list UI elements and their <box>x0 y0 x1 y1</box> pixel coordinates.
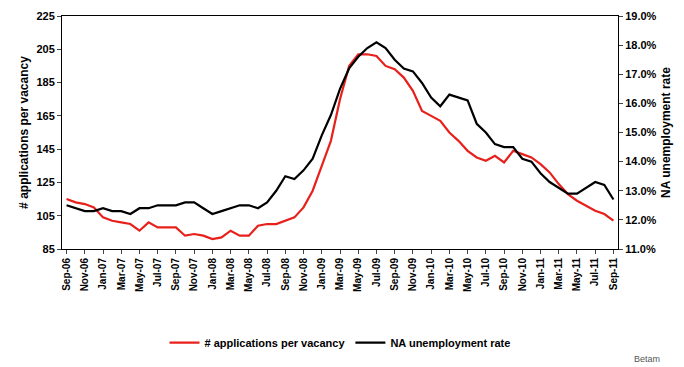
svg-text:165: 165 <box>36 110 54 122</box>
svg-text:Mar-10: Mar-10 <box>444 258 455 291</box>
svg-text:18.0%: 18.0% <box>625 39 656 51</box>
svg-text:Nov-08: Nov-08 <box>298 258 309 292</box>
svg-text:Sep-09: Sep-09 <box>389 258 400 291</box>
svg-text:Mar-07: Mar-07 <box>116 258 127 291</box>
svg-text:May-11: May-11 <box>571 258 582 292</box>
svg-text:14.0%: 14.0% <box>625 155 656 167</box>
svg-text:Jan-07: Jan-07 <box>97 258 108 290</box>
svg-text:Nov-09: Nov-09 <box>407 258 418 292</box>
svg-text:Nov-10: Nov-10 <box>517 258 528 292</box>
svg-text:Sep-08: Sep-08 <box>280 258 291 291</box>
svg-text:185: 185 <box>36 76 54 88</box>
svg-text:Sep-11: Sep-11 <box>608 258 619 291</box>
svg-text:# applications per vacancy: # applications per vacancy <box>17 56 31 209</box>
svg-text:11.0%: 11.0% <box>625 243 656 255</box>
svg-text:Jul-10: Jul-10 <box>480 258 491 287</box>
svg-text:Sep-10: Sep-10 <box>498 258 509 291</box>
svg-text:125: 125 <box>36 176 54 188</box>
svg-text:Jan-09: Jan-09 <box>316 258 327 290</box>
svg-text:Jul-11: Jul-11 <box>589 258 600 287</box>
svg-text:13.0%: 13.0% <box>625 185 656 197</box>
svg-text:12.0%: 12.0% <box>625 214 656 226</box>
svg-text:May-08: May-08 <box>243 258 254 292</box>
svg-text:Nov-06: Nov-06 <box>79 258 90 292</box>
svg-text:Jan-10: Jan-10 <box>425 258 436 290</box>
svg-text:Mar-09: Mar-09 <box>334 258 345 291</box>
svg-text:Mar-11: Mar-11 <box>553 258 564 290</box>
svg-text:Sep-06: Sep-06 <box>61 258 72 291</box>
svg-text:205: 205 <box>36 43 54 55</box>
svg-text:May-07: May-07 <box>134 258 145 292</box>
svg-text:NA unemployment rate: NA unemployment rate <box>390 337 510 349</box>
svg-text:16.0%: 16.0% <box>625 97 656 109</box>
svg-text:May-10: May-10 <box>462 258 473 292</box>
svg-text:May-09: May-09 <box>352 258 363 292</box>
svg-text:145: 145 <box>36 143 54 155</box>
svg-text:# applications per vacancy: # applications per vacancy <box>205 337 346 349</box>
svg-text:Nov-07: Nov-07 <box>188 258 199 292</box>
svg-text:Jan-08: Jan-08 <box>207 258 218 290</box>
svg-text:Jul-07: Jul-07 <box>152 258 163 287</box>
svg-text:Jul-08: Jul-08 <box>261 258 272 287</box>
svg-text:225: 225 <box>36 10 54 22</box>
svg-text:15.0%: 15.0% <box>625 126 656 138</box>
svg-text:Jan-11: Jan-11 <box>535 258 546 290</box>
svg-text:85: 85 <box>43 243 55 255</box>
svg-text:Betam: Betam <box>634 354 660 364</box>
svg-text:Sep-07: Sep-07 <box>170 258 181 291</box>
svg-text:17.0%: 17.0% <box>625 68 656 80</box>
svg-text:Mar-08: Mar-08 <box>225 258 236 291</box>
svg-text:19.0%: 19.0% <box>625 10 656 22</box>
svg-text:105: 105 <box>36 210 54 222</box>
svg-text:NA unemployment rate: NA unemployment rate <box>659 67 673 198</box>
svg-text:Jul-09: Jul-09 <box>371 258 382 287</box>
